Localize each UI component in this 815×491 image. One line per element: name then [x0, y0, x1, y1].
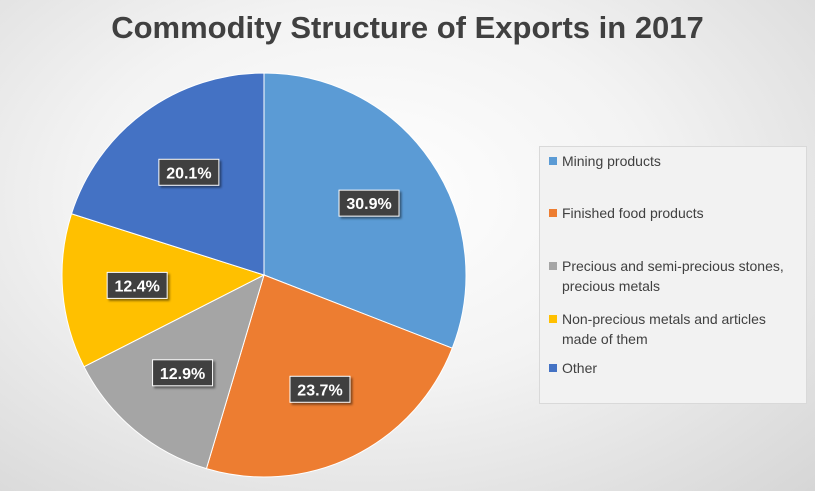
- data-label-text: 23.7%: [297, 382, 342, 399]
- data-label-text: 20.1%: [166, 165, 211, 182]
- legend-label-line: Finished food products: [562, 205, 704, 221]
- legend-label: Finished food products: [562, 203, 704, 223]
- legend-label-line: Mining products: [562, 153, 661, 169]
- data-label-other: 20.1%: [158, 158, 220, 186]
- legend-swatch: [549, 157, 557, 165]
- data-label-mining-products: 30.9%: [338, 189, 400, 217]
- data-label-text: 30.9%: [346, 196, 391, 213]
- legend-swatch: [549, 364, 557, 372]
- data-label-precious-stones-metals: 12.9%: [152, 359, 214, 387]
- legend-label-line: Non-precious metals and articles: [562, 311, 766, 327]
- data-label-text: 12.4%: [114, 278, 159, 295]
- legend-label-line: made of them: [562, 331, 648, 347]
- legend-item-finished-food-products: Finished food products: [549, 203, 801, 223]
- legend-label: Precious and semi-precious stones, precio…: [562, 256, 784, 296]
- legend-label: Other: [562, 358, 597, 378]
- data-label-non-precious-metals: 12.4%: [106, 271, 168, 299]
- data-label-box: [106, 271, 168, 299]
- legend-item-mining-products: Mining products: [549, 151, 801, 171]
- legend-label-line: precious metals: [562, 278, 661, 294]
- data-label-text: 12.9%: [160, 366, 205, 383]
- chart-title: Commodity Structure of Exports in 2017: [111, 10, 704, 45]
- legend-swatch: [549, 315, 557, 323]
- legend-item-non-precious-metals: Non-precious metals and articles made of …: [549, 309, 801, 349]
- data-label-box: [152, 359, 214, 387]
- legend-label-line: Precious and semi-precious stones,: [562, 258, 784, 274]
- legend-label-line: Other: [562, 360, 598, 376]
- data-label-finished-food-products: 23.7%: [289, 375, 351, 403]
- data-label-box: [338, 189, 400, 217]
- data-label-box: [158, 158, 220, 186]
- legend-swatch: [549, 262, 557, 270]
- legend: Mining products Finished food products Pre…: [539, 146, 807, 404]
- legend-label: Non-precious metals and articles made of …: [562, 309, 766, 349]
- legend-label: Mining products: [562, 151, 661, 171]
- legend-item-precious-stones-metals: Precious and semi-precious stones, precio…: [549, 256, 801, 296]
- pie-data-labels: 30.9% 23.7% 12.9% 12.4% 20.1%: [106, 158, 400, 403]
- data-label-box: [289, 375, 351, 403]
- legend-swatch: [549, 209, 557, 217]
- legend-item-other: Other: [549, 358, 801, 378]
